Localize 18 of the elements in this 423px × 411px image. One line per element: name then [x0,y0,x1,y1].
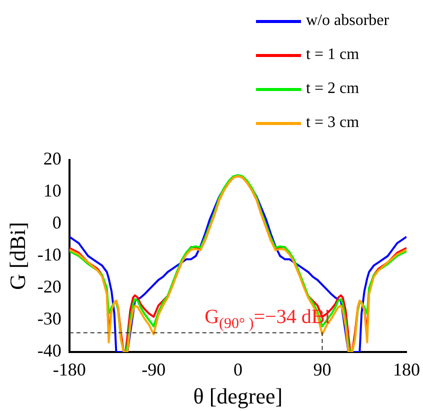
y-tick-label: -10 [37,244,62,265]
x-tick-label: -180 [52,360,86,380]
y-axis-title: G [dBi] [4,222,30,290]
legend-label: w/o absorber [306,12,390,30]
x-tick-label: -90 [142,360,166,380]
legend-label: t = 2 cm [306,80,360,98]
x-tick-label: 0 [233,360,242,380]
y-tick-label: 20 [43,148,62,169]
x-axis-title: θ [degree] [193,384,283,409]
y-tick-label: -30 [37,308,62,329]
legend-label: t = 3 cm [306,114,360,132]
x-tick-label: 90 [313,360,332,380]
y-tick-label: -40 [37,340,62,361]
legend-label: t = 1 cm [306,46,360,64]
y-tick-label: 0 [52,212,62,233]
x-tick-label: 180 [393,360,420,380]
y-tick-label: 10 [43,180,62,201]
y-tick-label: -20 [37,276,62,297]
